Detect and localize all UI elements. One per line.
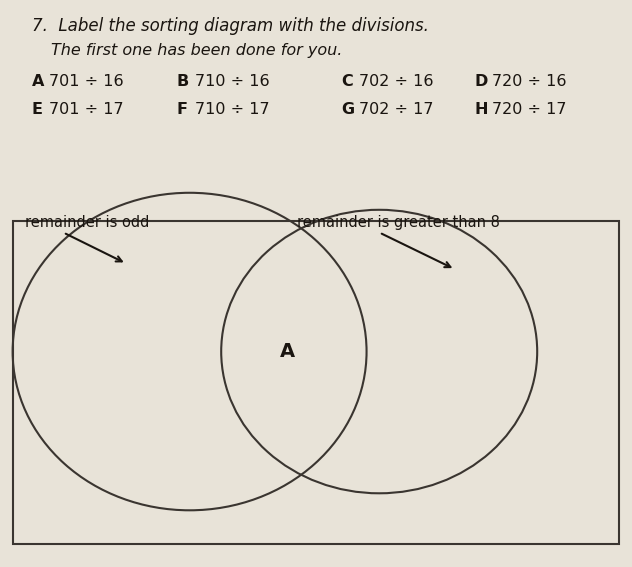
Text: H: H (474, 102, 487, 117)
Text: remainder is greater than 8: remainder is greater than 8 (297, 215, 500, 230)
Text: G: G (341, 102, 355, 117)
Text: 720 ÷ 17: 720 ÷ 17 (492, 102, 566, 117)
Text: 7.  Label the sorting diagram with the divisions.: 7. Label the sorting diagram with the di… (32, 17, 428, 35)
Text: A: A (32, 74, 44, 88)
Text: 702 ÷ 16: 702 ÷ 16 (359, 74, 434, 88)
Text: remainder is odd: remainder is odd (25, 215, 150, 230)
Text: 710 ÷ 16: 710 ÷ 16 (195, 74, 269, 88)
Text: 701 ÷ 16: 701 ÷ 16 (49, 74, 124, 88)
Text: 710 ÷ 17: 710 ÷ 17 (195, 102, 269, 117)
Text: F: F (177, 102, 188, 117)
Text: E: E (32, 102, 42, 117)
Text: C: C (341, 74, 353, 88)
Bar (13, 221, 619, 544)
Text: The first one has been done for you.: The first one has been done for you. (51, 43, 342, 57)
Text: A: A (280, 342, 295, 361)
Text: D: D (474, 74, 487, 88)
Text: 701 ÷ 17: 701 ÷ 17 (49, 102, 124, 117)
Text: 702 ÷ 17: 702 ÷ 17 (359, 102, 434, 117)
Text: 720 ÷ 16: 720 ÷ 16 (492, 74, 566, 88)
Text: B: B (177, 74, 189, 88)
